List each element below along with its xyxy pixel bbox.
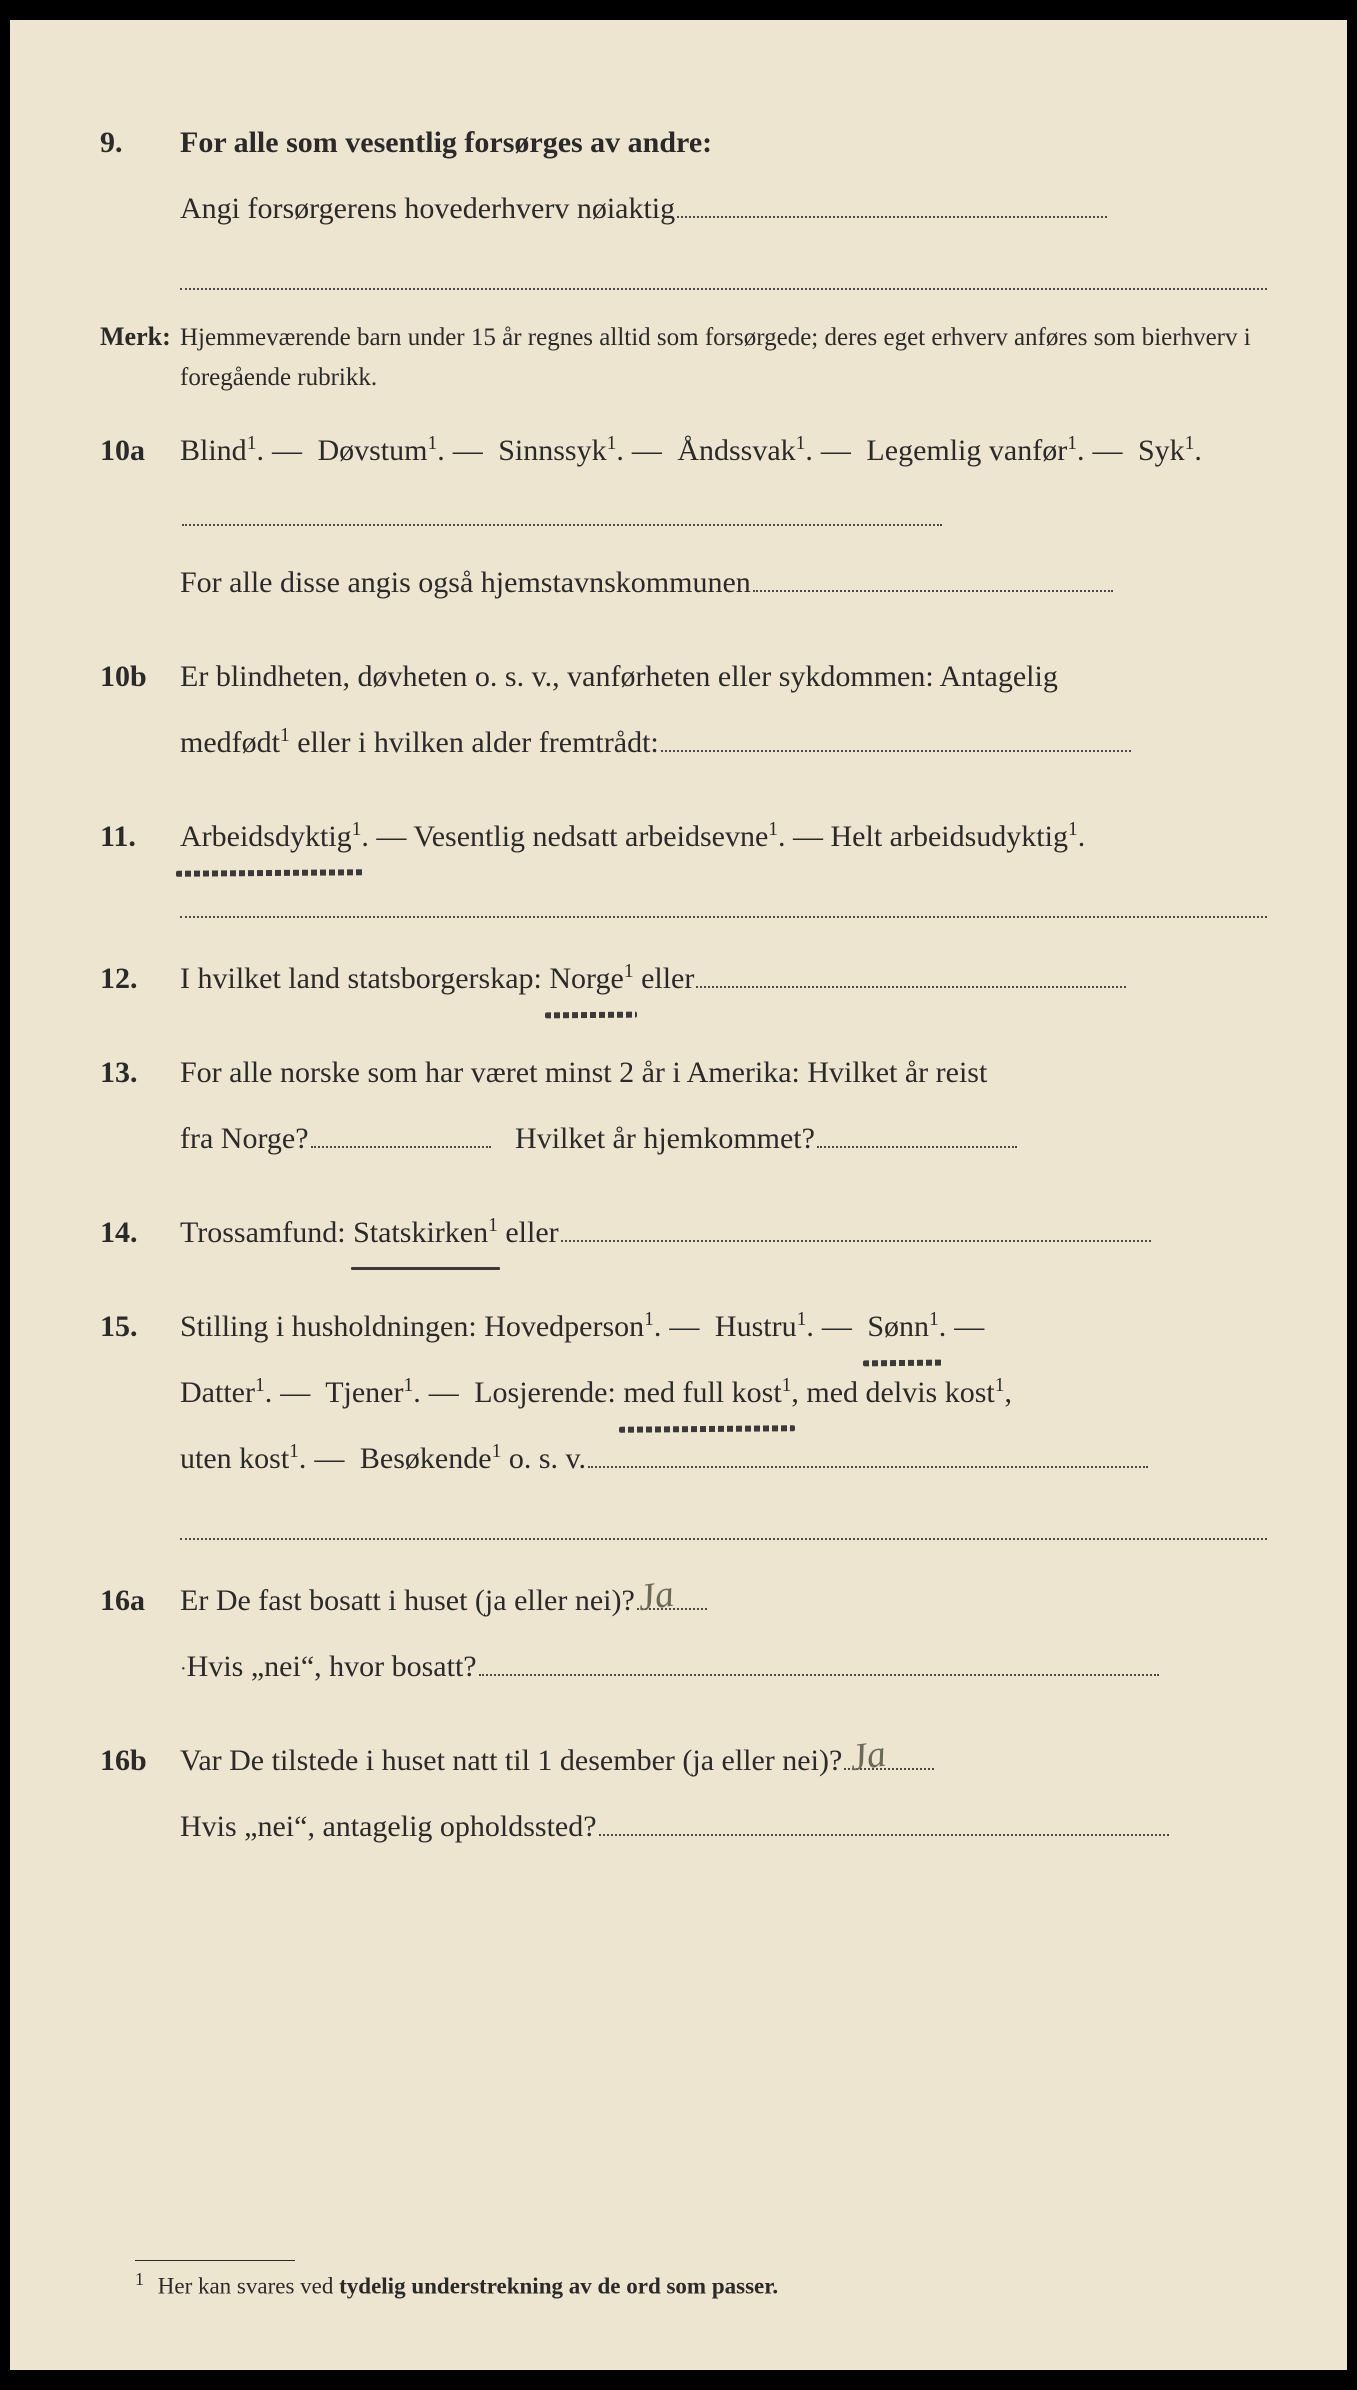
q16b-content: Var De tilstede i huset natt til 1 desem…: [180, 1728, 1267, 1860]
fill-line[interactable]: [677, 191, 1107, 218]
fill-line[interactable]: [180, 898, 1267, 918]
q13-text1: For alle norske som har været minst 2 år…: [180, 1056, 987, 1089]
q9-content: For alle som vesentlig forsørges av andr…: [180, 110, 1267, 242]
q12-number: 12.: [90, 962, 180, 996]
q15-hustru[interactable]: Hustru: [715, 1310, 797, 1343]
q16a-text2: Hvis „nei“, hvor bosatt?: [187, 1650, 477, 1683]
q15-fullkost-selected[interactable]: med full kost1: [623, 1360, 791, 1426]
fill-line[interactable]: [753, 565, 1113, 592]
q9-line: Angi forsørgerens hovederhverv nøiaktig: [180, 192, 675, 225]
q15-content: Stilling i husholdningen: Hovedperson1.—…: [180, 1294, 1267, 1492]
q10a-number: 10a: [90, 434, 180, 468]
census-form-page: 9. For alle som vesentlig forsørges av a…: [10, 20, 1347, 2370]
q12-eller: eller: [634, 962, 695, 995]
fill-line[interactable]: Ja: [637, 1583, 707, 1610]
q14-content: Trossamfund: Statskirken1 eller: [180, 1200, 1267, 1266]
q15-intro: Stilling i husholdningen:: [180, 1310, 484, 1343]
q10a-opt[interactable]: Syk: [1138, 434, 1185, 467]
q15-losj: Losjerende:: [474, 1376, 623, 1409]
fill-line[interactable]: [180, 270, 1267, 290]
fill-line[interactable]: Ja: [844, 1743, 934, 1770]
q10b-text2[interactable]: medfødt: [180, 726, 280, 759]
question-10a: 10a Blind1.— Døvstum1.— Sinnssyk1.— Ånds…: [90, 418, 1267, 616]
q12-norge-selected[interactable]: Norge1: [549, 946, 633, 1012]
q11-opt3[interactable]: Helt arbeidsudyktig: [831, 820, 1068, 853]
fill-line[interactable]: [479, 1649, 1159, 1676]
question-16b: 16b Var De tilstede i huset natt til 1 d…: [90, 1728, 1267, 1860]
q10a-line2: For alle disse angis også hjemstavnskomm…: [180, 566, 751, 599]
q15-osv: o. s. v.: [501, 1442, 586, 1475]
fill-line[interactable]: [661, 725, 1131, 752]
q10b-number: 10b: [90, 660, 180, 694]
q16a-text1: Er De fast bosatt i huset (ja eller nei)…: [180, 1584, 635, 1617]
merk-text: Hjemmeværende barn under 15 år regnes al…: [180, 318, 1267, 398]
fill-line[interactable]: [599, 1809, 1169, 1836]
question-13: 13. For alle norske som har været minst …: [90, 1040, 1267, 1172]
q16a-content: Er De fast bosatt i huset (ja eller nei)…: [180, 1568, 1267, 1700]
q15-uten[interactable]: uten kost: [180, 1442, 289, 1475]
q10b-text1: Er blindheten, døvheten o. s. v., vanfør…: [180, 660, 1058, 693]
fill-line[interactable]: [561, 1215, 1151, 1242]
q14-text1: Trossamfund:: [180, 1216, 353, 1249]
q10b-text3: eller i hvilken alder fremtrådt:: [290, 726, 659, 759]
q16b-number: 16b: [90, 1744, 180, 1778]
footnote-num: 1: [135, 2269, 144, 2289]
q11-opt1-selected[interactable]: Arbeidsdyktig1: [180, 804, 361, 870]
fill-line[interactable]: [588, 1441, 1148, 1468]
merk-label: Merk:: [90, 322, 180, 352]
footnote-bold: tydelig understrekning av de ord som pas…: [339, 2274, 778, 2299]
fill-line[interactable]: [817, 1121, 1017, 1148]
q10a-opt[interactable]: Blind: [180, 434, 247, 467]
fill-line[interactable]: [311, 1121, 491, 1148]
q13-text3: Hvilket år hjemkommet?: [515, 1122, 815, 1155]
q10b-content: Er blindheten, døvheten o. s. v., vanfør…: [180, 644, 1267, 776]
q10a-opt[interactable]: Sinnssyk: [498, 434, 606, 467]
q13-content: For alle norske som har været minst 2 år…: [180, 1040, 1267, 1172]
q12-text1: I hvilket land statsborgerskap:: [180, 962, 549, 995]
q15-datter[interactable]: Datter: [180, 1376, 255, 1409]
q13-text2: fra Norge?: [180, 1122, 309, 1155]
q10a-opt[interactable]: Legemlig vanfør: [866, 434, 1067, 467]
q16a-answer: Ja: [632, 1553, 679, 1641]
q15-tjener[interactable]: Tjener: [325, 1376, 403, 1409]
question-9: 9. For alle som vesentlig forsørges av a…: [90, 110, 1267, 242]
q9-title: For alle som vesentlig forsørges av andr…: [180, 126, 712, 159]
question-11: 11. Arbeidsdyktig1. — Vesentlig nedsatt …: [90, 804, 1267, 870]
q11-number: 11.: [90, 820, 180, 854]
fill-line[interactable]: [182, 499, 942, 526]
footnote: 1 Her kan svares ved tydelig understrekn…: [135, 2269, 1267, 2310]
q13-number: 13.: [90, 1056, 180, 1090]
q16b-text2: Hvis „nei“, antagelig opholdssted?: [180, 1810, 597, 1843]
q14-eller: eller: [498, 1216, 559, 1249]
q16b-text1: Var De tilstede i huset natt til 1 desem…: [180, 1744, 842, 1777]
q16b-answer: Ja: [845, 1713, 892, 1801]
merk-note: Merk: Hjemmeværende barn under 15 år reg…: [90, 318, 1267, 398]
q16a-number: 16a: [90, 1584, 180, 1618]
question-16a: 16a Er De fast bosatt i huset (ja eller …: [90, 1568, 1267, 1700]
q10a-content: Blind1.— Døvstum1.— Sinnssyk1.— Åndssvak…: [180, 418, 1267, 616]
question-15: 15. Stilling i husholdningen: Hovedperso…: [90, 1294, 1267, 1492]
q14-stats-selected[interactable]: Statskirken1: [353, 1200, 498, 1266]
q15-besok[interactable]: Besøkende: [360, 1442, 492, 1475]
question-12: 12. I hvilket land statsborgerskap: Norg…: [90, 946, 1267, 1012]
q10a-opt[interactable]: Døvstum: [317, 434, 427, 467]
q11-opt2[interactable]: Vesentlig nedsatt arbeidsevne: [413, 820, 768, 853]
question-10b: 10b Er blindheten, døvheten o. s. v., va…: [90, 644, 1267, 776]
q12-content: I hvilket land statsborgerskap: Norge1 e…: [180, 946, 1267, 1012]
fill-line[interactable]: [180, 1520, 1267, 1540]
q15-sonn-selected[interactable]: Sønn1: [867, 1294, 938, 1360]
footnote-rule: [135, 2260, 295, 2261]
q15-delvis[interactable]: med delvis kost: [806, 1376, 994, 1409]
fill-line[interactable]: [696, 961, 1126, 988]
q14-number: 14.: [90, 1216, 180, 1250]
q10a-opt[interactable]: Åndssvak: [677, 434, 795, 467]
q15-number: 15.: [90, 1310, 180, 1344]
q11-content: Arbeidsdyktig1. — Vesentlig nedsatt arbe…: [180, 804, 1267, 870]
footnote-text-pre: Her kan svares ved: [158, 2274, 339, 2299]
q15-hoved[interactable]: Hovedperson: [484, 1310, 644, 1343]
q9-number: 9.: [90, 126, 180, 160]
question-14: 14. Trossamfund: Statskirken1 eller: [90, 1200, 1267, 1266]
